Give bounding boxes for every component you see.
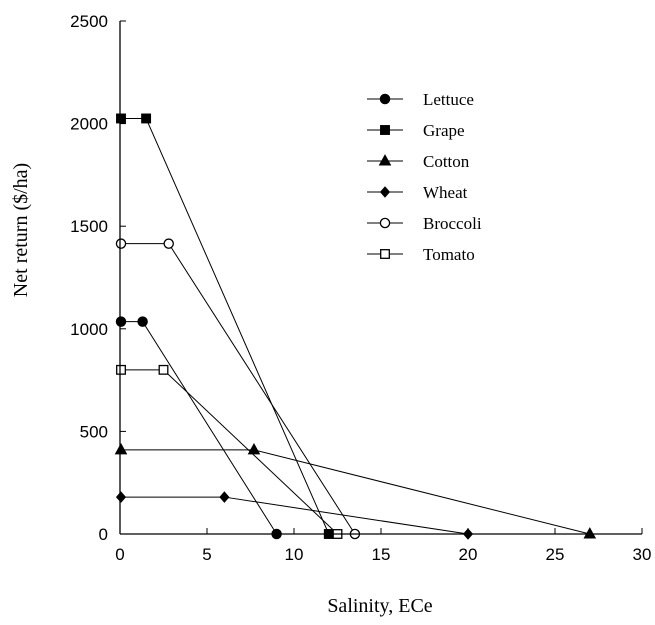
legend-marker-broccoli [379, 217, 391, 229]
y-tick-label: 500 [80, 422, 108, 441]
legend-label-tomato: Tomato [423, 245, 475, 264]
y-tick-label: 0 [99, 525, 108, 544]
y-tick-label: 2000 [70, 115, 108, 134]
data-point-grape [141, 113, 152, 124]
y-axis-title: Net return ($/ha) [10, 163, 32, 297]
x-axis-title: Salinity, ECe [327, 595, 432, 617]
data-point-broccoli [115, 238, 127, 249]
data-point-cotton [114, 443, 128, 455]
legend: Lettuce Grape Cotton Wheat Broccoli Tomato [367, 90, 482, 264]
series-line-cotton [120, 449, 590, 535]
legend-marker-lettuce [379, 93, 391, 105]
series-line-broccoli [120, 243, 356, 535]
legend-marker-wheat [379, 186, 391, 198]
x-tick-label: 25 [546, 545, 565, 564]
data-point-lettuce [115, 316, 127, 327]
legend-label-cotton: Cotton [423, 152, 470, 171]
legend-label-lettuce: Lettuce [423, 90, 474, 109]
x-tick-label: 5 [202, 545, 211, 564]
legend-marker-tomato [380, 249, 390, 259]
legend-label-broccoli: Broccoli [423, 214, 482, 233]
x-tick-label: 10 [285, 545, 304, 564]
data-point-tomato [158, 364, 169, 375]
data-point-cotton [583, 527, 597, 539]
legend-marker-cotton [378, 154, 392, 166]
x-tick-label: 30 [633, 545, 652, 564]
data-point-lettuce [137, 316, 148, 327]
data-point-cotton [247, 443, 261, 455]
data-point-broccoli [163, 238, 174, 249]
legend-label-wheat: Wheat [423, 183, 468, 202]
y-tick-label: 2500 [70, 12, 108, 31]
data-point-tomato [116, 364, 126, 375]
data-point-wheat [219, 491, 230, 503]
data-point-grape [116, 113, 126, 124]
data-point-wheat [115, 491, 127, 503]
x-tick-label: 0 [115, 545, 124, 564]
axes: 0 5 10 15 20 25 30 0 500 1000 1500 2000 2500 [70, 12, 651, 564]
series-lines [120, 117, 590, 535]
legend-label-grape: Grape [423, 121, 465, 140]
x-tick-label: 15 [372, 545, 391, 564]
x-tick-label: 20 [459, 545, 478, 564]
series-line-grape [120, 117, 330, 535]
y-tick-label: 1500 [70, 217, 108, 236]
series-line-lettuce [120, 321, 278, 535]
legend-marker-grape [380, 125, 390, 135]
y-tick-label: 1000 [70, 320, 108, 339]
